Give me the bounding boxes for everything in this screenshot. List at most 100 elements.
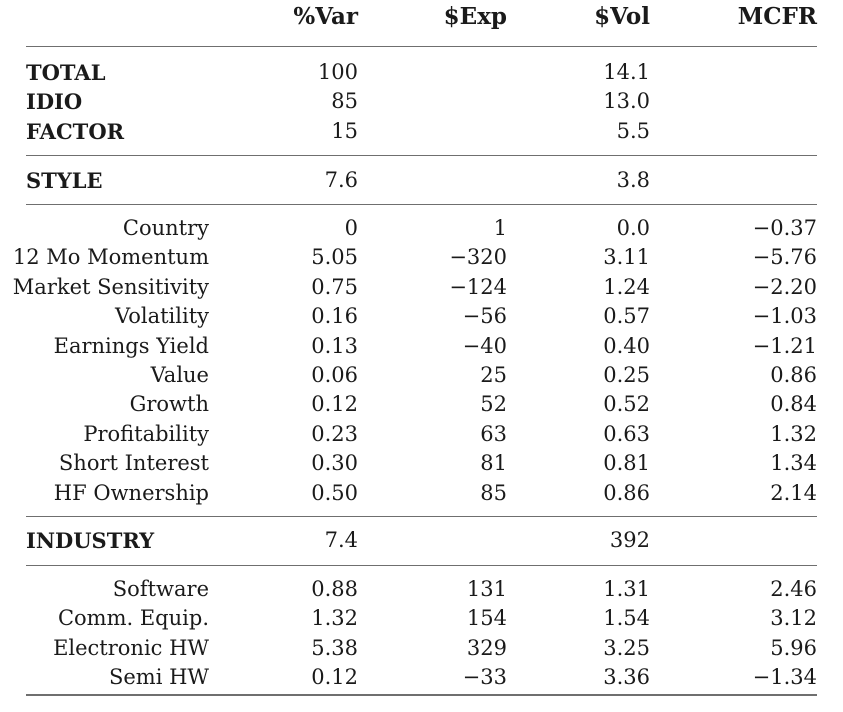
cell-vol: 0.81 — [603, 451, 650, 476]
industry-heading-block: INDUSTRY 7.4 392 — [26, 525, 817, 554]
style-heading-block: STYLE 7.6 3.8 — [26, 165, 817, 194]
table-row: Semi HW 0.12 −33 3.36 −1.34 — [26, 662, 817, 691]
cell-var: 0.23 — [311, 421, 358, 446]
cell-vol: 392 — [609, 528, 650, 552]
table-row: Value 0.06 25 0.25 0.86 — [26, 360, 817, 389]
table-row: Electronic HW 5.38 329 3.25 5.96 — [26, 633, 817, 662]
table-row: Market Sensitivity 0.75 −124 1.24 −2.20 — [13, 272, 817, 301]
row-label: TOTAL — [26, 60, 106, 85]
cell-exp: 85 — [480, 480, 507, 505]
cell-mcfr: 2.14 — [770, 480, 817, 505]
cell-var: 15 — [331, 118, 358, 143]
summary-row-idio: IDIO 85 13.0 — [26, 86, 817, 115]
cell-var: 0.88 — [311, 577, 358, 601]
cell-mcfr: 2.46 — [770, 577, 817, 601]
table-row: Growth 0.12 52 0.52 0.84 — [26, 389, 817, 418]
rule-bottom — [26, 694, 817, 696]
cell-exp: 154 — [466, 606, 507, 631]
table-row: Short Interest 0.30 81 0.81 1.34 — [26, 448, 817, 477]
cell-var: 0.12 — [311, 392, 358, 417]
row-label: Semi HW — [108, 665, 209, 690]
table-row: Earnings Yield 0.13 −40 0.40 −1.21 — [26, 331, 817, 360]
risk-table: %Var $Exp $Vol MCFR — [26, 0, 817, 40]
section-label-industry: INDUSTRY — [26, 528, 155, 553]
cell-mcfr: 3.12 — [770, 606, 817, 631]
cell-var: 0.16 — [311, 304, 358, 329]
row-label: Volatility — [114, 304, 209, 329]
cell-vol: 3.11 — [603, 245, 650, 270]
cell-exp: −56 — [462, 304, 507, 329]
summary-row-total: TOTAL 100 14.1 — [26, 57, 817, 86]
cell-vol: 1.24 — [603, 274, 650, 299]
row-label: 12 Mo Momentum — [12, 245, 209, 270]
table-row: Country 0 1 0.0 −0.37 — [26, 213, 817, 242]
header-exp: $Exp — [443, 3, 507, 30]
cell-mcfr: −0.37 — [752, 216, 817, 240]
cell-mcfr: −2.20 — [752, 274, 817, 299]
header-row: %Var $Exp $Vol MCFR — [26, 0, 817, 40]
cell-vol: 3.8 — [616, 168, 650, 192]
cell-vol: 3.25 — [603, 635, 650, 660]
cell-var: 7.4 — [324, 528, 358, 552]
cell-exp: 1 — [493, 216, 507, 240]
cell-vol: 0.52 — [603, 392, 650, 417]
header-vol: $Vol — [594, 3, 650, 30]
table-row: 12 Mo Momentum 5.05 −320 3.11 −5.76 — [13, 242, 817, 271]
cell-exp: −40 — [462, 333, 507, 358]
row-label: Profitability — [83, 421, 209, 446]
rule-summary — [26, 155, 817, 157]
cell-exp: −33 — [462, 665, 507, 690]
cell-vol: 14.1 — [603, 60, 650, 84]
cell-exp: −320 — [449, 245, 507, 270]
row-label: Country — [122, 216, 209, 240]
cell-mcfr: 0.86 — [770, 362, 817, 387]
style-heading-row: STYLE 7.6 3.8 — [26, 165, 817, 194]
cell-var: 0.12 — [311, 665, 358, 690]
cell-vol: 13.0 — [603, 89, 650, 114]
cell-var: 1.32 — [311, 606, 358, 631]
rule-header — [26, 46, 817, 48]
cell-var: 0.06 — [311, 362, 358, 387]
section-label-style: STYLE — [26, 168, 103, 193]
cell-var: 0.75 — [311, 274, 358, 299]
cell-var: 85 — [331, 89, 358, 114]
row-label: HF Ownership — [53, 480, 209, 505]
cell-vol: 0.63 — [603, 421, 650, 446]
row-label: Software — [112, 577, 209, 601]
row-label: Earnings Yield — [53, 333, 209, 358]
summary-block: TOTAL 100 14.1 IDIO 85 13.0 FACTOR 15 5.… — [26, 57, 817, 145]
cell-vol: 1.54 — [603, 606, 650, 631]
style-rows-block: Country 0 1 0.0 −0.37 12 Mo Momentum 5.0… — [13, 213, 817, 507]
cell-var: 0.50 — [311, 480, 358, 505]
header-mcfr: MCFR — [737, 3, 817, 30]
cell-vol: 0.40 — [603, 333, 650, 358]
cell-mcfr: 1.32 — [770, 421, 817, 446]
cell-exp: 63 — [480, 421, 507, 446]
header-var: %Var — [293, 3, 358, 30]
industry-heading-row: INDUSTRY 7.4 392 — [26, 525, 817, 554]
row-label: IDIO — [26, 89, 83, 115]
rule-industry — [26, 565, 817, 567]
cell-var: 7.6 — [324, 168, 358, 192]
cell-var: 5.38 — [311, 635, 358, 660]
cell-var: 0.13 — [311, 333, 358, 358]
table-row: Profitability 0.23 63 0.63 1.32 — [26, 419, 817, 448]
row-label: Comm. Equip. — [57, 606, 209, 631]
row-label: Market Sensitivity — [12, 274, 209, 299]
cell-var: 5.05 — [311, 245, 358, 270]
table-row: Software 0.88 131 1.31 2.46 — [26, 574, 817, 603]
cell-vol: 3.36 — [603, 665, 650, 690]
cell-exp: 131 — [466, 577, 507, 601]
cell-mcfr: −1.34 — [752, 665, 817, 690]
cell-mcfr: −5.76 — [752, 245, 817, 270]
cell-vol: 5.5 — [616, 118, 650, 143]
industry-rows-block: Software 0.88 131 1.31 2.46 Comm. Equip.… — [26, 574, 817, 692]
cell-exp: 81 — [480, 451, 507, 476]
cell-mcfr: 5.96 — [770, 635, 817, 660]
cell-exp: −124 — [449, 274, 507, 299]
row-label: FACTOR — [26, 118, 125, 144]
cell-mcfr: 0.84 — [770, 392, 817, 417]
cell-vol: 1.31 — [603, 577, 650, 601]
rule-style — [26, 204, 817, 206]
cell-exp: 52 — [480, 392, 507, 417]
